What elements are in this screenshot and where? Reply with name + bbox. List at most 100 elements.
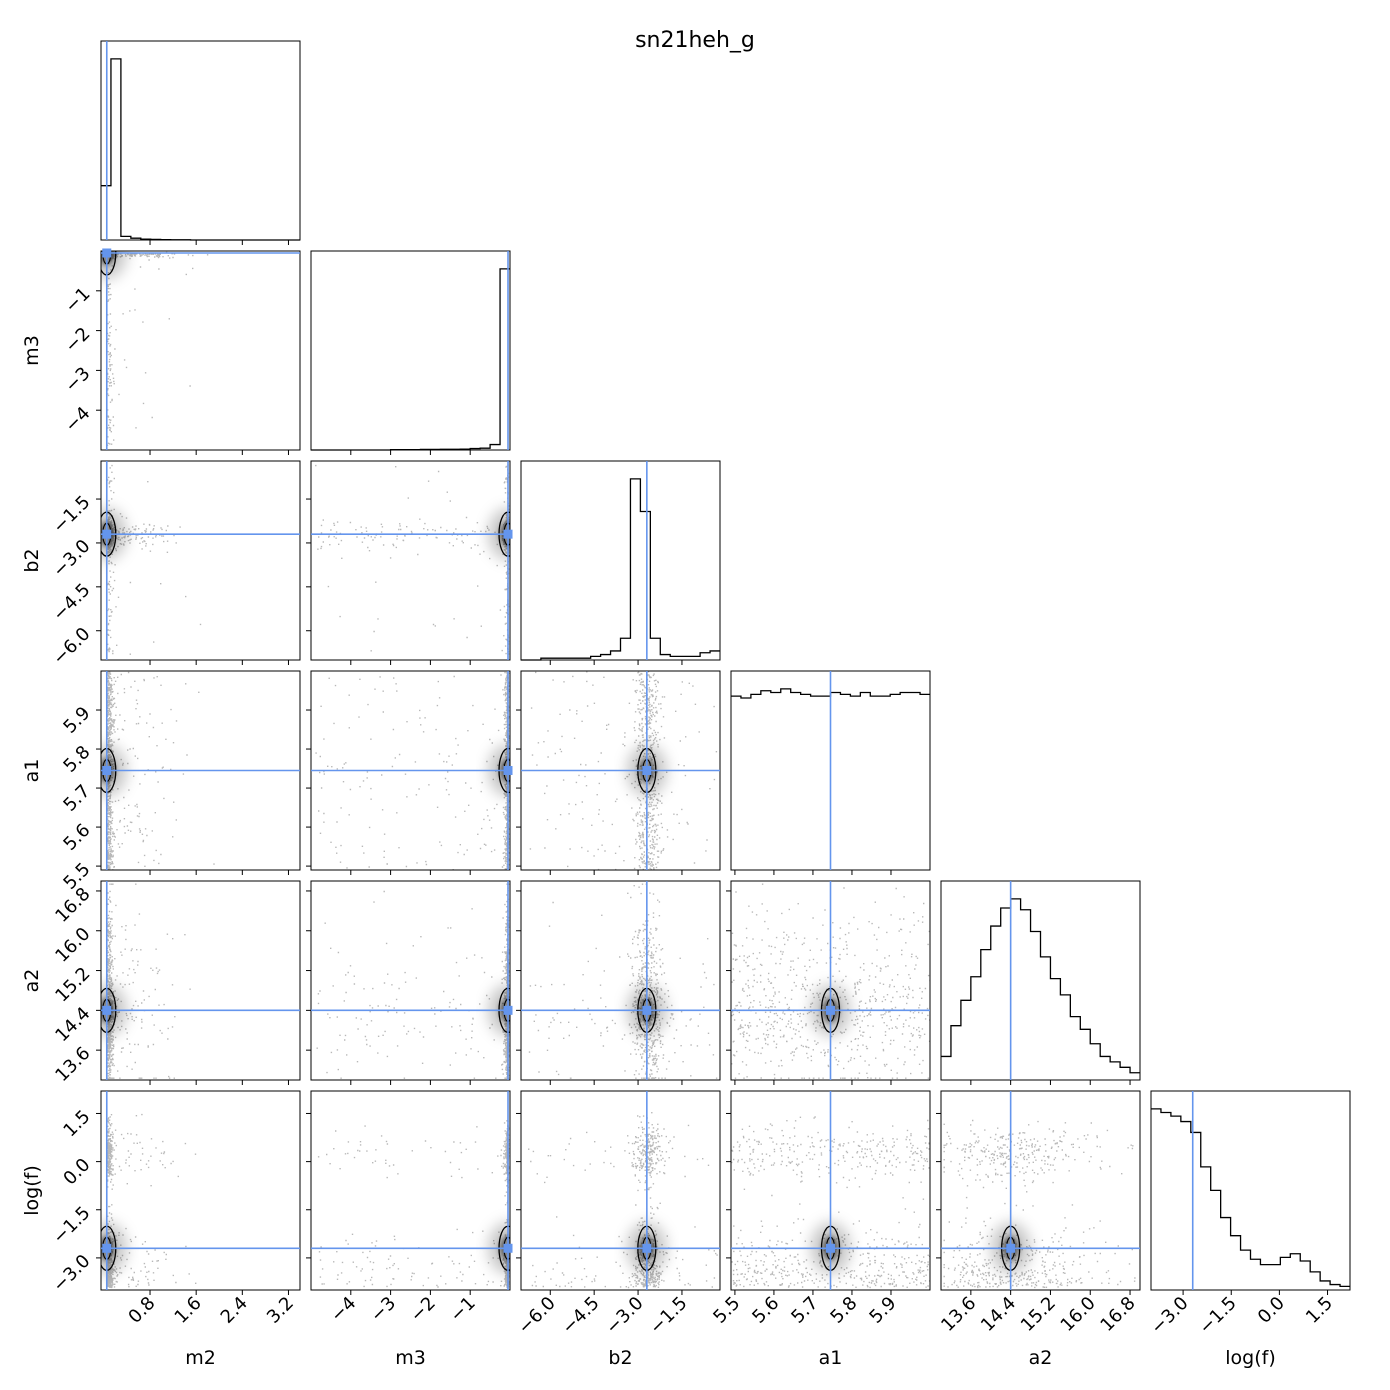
hist-step-a2 <box>941 898 1140 1074</box>
y-tick-label-a2: 16.0 <box>51 923 94 966</box>
scatter-panel-b2-a1 <box>520 670 721 871</box>
truth-marker <box>826 1005 835 1015</box>
panel-background <box>311 881 510 1080</box>
x-axis-label-logf: log(f) <box>1225 1347 1275 1369</box>
hist-panel-m2 <box>100 40 301 241</box>
y-tick-label-a1: 5.9 <box>59 703 94 738</box>
scatter-panel-m3-a1 <box>310 670 513 871</box>
truth-marker <box>642 1243 652 1253</box>
panel-frame <box>310 460 511 661</box>
x-tick-label-a2: 15.2 <box>1017 1293 1060 1336</box>
y-tick-label-b2: −4.5 <box>49 580 95 626</box>
x-axis-label-a1: a1 <box>819 1347 843 1369</box>
panel-background <box>311 1091 510 1290</box>
truth-marker <box>102 248 112 258</box>
panel-frame <box>520 460 721 661</box>
x-tick-label-a2: 16.0 <box>1057 1293 1100 1336</box>
panel-frame <box>100 1090 301 1291</box>
scatter-points <box>731 883 930 1079</box>
y-axis-label-a1: a1 <box>21 759 43 783</box>
hist-panel-m3 <box>310 250 511 451</box>
scatter-points <box>106 1113 197 1289</box>
x-tick-label-m3: −4 <box>327 1293 361 1327</box>
x-tick-label-m3: −1 <box>446 1293 480 1327</box>
truth-marker <box>826 1243 835 1253</box>
x-tick-label-a1: 5.6 <box>748 1293 783 1328</box>
x-tick-label-m2: 0.8 <box>124 1293 159 1328</box>
scatter-panel-m3-logf <box>310 1090 513 1291</box>
x-tick-label-a1: 5.7 <box>787 1293 822 1328</box>
panel-background <box>101 1091 300 1290</box>
hist-panel-logf <box>1150 1090 1351 1291</box>
x-tick-label-logf: 1.5 <box>1302 1293 1337 1328</box>
x-tick-label-m2: 2.4 <box>217 1293 252 1328</box>
y-tick-label-b2: −3.0 <box>49 536 95 582</box>
y-tick-label-logf: −3.0 <box>49 1251 95 1297</box>
x-tick-label-m2: 3.2 <box>263 1293 298 1328</box>
y-axis-label-logf: log(f) <box>21 1165 43 1215</box>
y-tick-label-m3: −3 <box>61 363 95 397</box>
x-tick-label-b2: −4.5 <box>558 1293 604 1339</box>
hist-step-m2 <box>101 58 300 241</box>
x-tick-label-logf: 0.0 <box>1254 1293 1289 1328</box>
x-tick-label-logf: −1.5 <box>1195 1293 1241 1339</box>
scatter-panel-a2-logf <box>940 1090 1141 1291</box>
x-tick-label-m3: −3 <box>367 1293 401 1327</box>
x-axis-label-b2: b2 <box>608 1347 632 1369</box>
scatter-panel-b2-logf <box>520 1090 721 1291</box>
x-axis-label-m2: m2 <box>185 1347 216 1369</box>
y-tick-label-logf: 1.5 <box>59 1106 94 1141</box>
truth-marker <box>102 529 112 539</box>
scatter-panel-a1-logf <box>730 1090 931 1291</box>
hist-step-b2 <box>521 478 720 661</box>
y-tick-label-a1: 5.6 <box>59 820 94 855</box>
truth-marker <box>102 766 112 775</box>
panel-frame <box>100 250 301 451</box>
y-tick-label-b2: −6.0 <box>49 623 95 669</box>
panel-frame <box>520 1090 721 1291</box>
truth-marker <box>102 1005 112 1015</box>
x-tick-label-b2: −1.5 <box>646 1293 692 1339</box>
panel-frame <box>100 880 301 1081</box>
hist-step-logf <box>1151 1108 1350 1288</box>
scatter-panel-m3-a2 <box>310 880 513 1081</box>
scatter-panel-m2-logf <box>100 1090 301 1291</box>
panel-frame <box>310 1090 511 1291</box>
truth-marker <box>102 1243 112 1253</box>
hist-step-m3 <box>311 268 510 451</box>
scatter-panel-m3-b2 <box>310 460 513 661</box>
panel-background <box>101 251 300 450</box>
panel-frame <box>310 250 511 451</box>
panel-frame <box>940 880 1141 1081</box>
hist-panel-b2 <box>520 460 721 661</box>
chart-title: sn21heh_g <box>635 28 755 53</box>
panel-frame <box>940 1090 1141 1291</box>
truth-marker <box>1006 1243 1016 1253</box>
scatter-panel-b2-a2 <box>520 880 721 1081</box>
y-tick-label-a2: 16.8 <box>51 884 94 927</box>
panel-frame <box>100 40 301 241</box>
panel-background <box>521 1091 720 1290</box>
truth-marker <box>503 766 513 775</box>
scatter-panel-a1-a2 <box>730 880 931 1081</box>
truth-marker <box>503 1243 513 1253</box>
x-tick-label-a1: 5.9 <box>865 1293 900 1328</box>
y-tick-label-b2: −1.5 <box>49 492 95 538</box>
x-tick-label-b2: −3.0 <box>602 1293 648 1339</box>
hist-panel-a1 <box>730 670 931 871</box>
panel-background <box>941 1091 1140 1290</box>
y-tick-label-m3: −1 <box>61 283 95 317</box>
x-tick-label-a2: 14.4 <box>977 1293 1020 1336</box>
scatter-panel-m2-b2 <box>100 460 301 661</box>
scatter-panel-m2-a1 <box>100 670 301 871</box>
hist-panel-a2 <box>940 880 1141 1081</box>
scatter-panel-m2-m3 <box>100 248 301 451</box>
x-tick-label-a1: 5.8 <box>826 1293 861 1328</box>
x-tick-label-logf: −3.0 <box>1147 1293 1193 1339</box>
x-tick-label-m2: 1.6 <box>171 1293 206 1328</box>
y-axis-label-m3: m3 <box>21 335 43 366</box>
y-axis-label-b2: b2 <box>21 548 43 572</box>
panel-frame <box>520 880 721 1081</box>
y-tick-label-a2: 15.2 <box>51 963 94 1006</box>
